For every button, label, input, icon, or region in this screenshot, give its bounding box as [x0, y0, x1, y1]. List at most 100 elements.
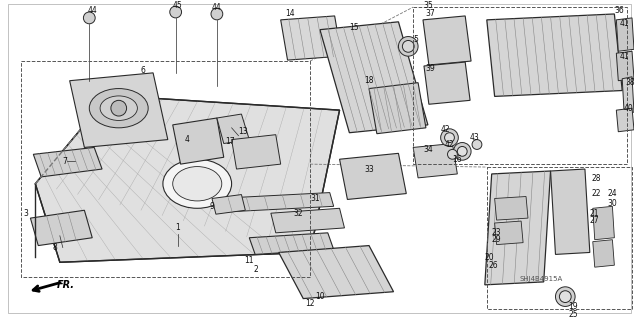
Text: 43: 43 [469, 133, 479, 142]
Circle shape [83, 12, 95, 24]
Text: 1: 1 [175, 223, 180, 233]
Text: 7: 7 [62, 157, 67, 166]
Circle shape [559, 291, 571, 302]
Text: 14: 14 [285, 10, 295, 19]
Polygon shape [593, 206, 614, 240]
Text: 23: 23 [492, 228, 501, 237]
Text: 20: 20 [485, 253, 495, 262]
Text: 44: 44 [212, 3, 221, 11]
Circle shape [458, 146, 467, 156]
Text: 28: 28 [592, 174, 602, 183]
Text: 38: 38 [625, 78, 635, 87]
Text: 44: 44 [88, 5, 97, 15]
Text: 13: 13 [239, 127, 248, 136]
Text: 22: 22 [592, 189, 602, 198]
Circle shape [445, 133, 454, 143]
Polygon shape [35, 95, 340, 262]
Text: 33: 33 [364, 165, 374, 174]
Bar [413, 7, 627, 164]
Text: 2: 2 [254, 265, 259, 274]
Polygon shape [550, 169, 590, 255]
Polygon shape [616, 51, 634, 81]
Text: 4: 4 [185, 135, 190, 144]
Polygon shape [281, 16, 342, 60]
Polygon shape [413, 144, 458, 178]
Bar [487, 167, 632, 309]
Polygon shape [485, 171, 550, 285]
Text: FR.: FR. [57, 280, 75, 290]
Text: 25: 25 [568, 310, 578, 319]
Text: 18: 18 [364, 76, 374, 85]
Text: 11: 11 [244, 256, 254, 265]
Text: 17: 17 [225, 137, 234, 146]
Circle shape [170, 6, 182, 18]
Text: 15: 15 [349, 23, 359, 32]
Circle shape [441, 129, 458, 146]
Text: 42: 42 [445, 140, 454, 149]
Circle shape [111, 100, 127, 116]
Polygon shape [33, 147, 102, 177]
Text: 42: 42 [441, 125, 451, 134]
Polygon shape [70, 73, 168, 147]
Text: 10: 10 [315, 292, 324, 301]
Text: 6: 6 [141, 66, 146, 75]
Text: 19: 19 [568, 302, 578, 311]
Polygon shape [616, 18, 634, 51]
Text: 40: 40 [623, 104, 633, 113]
Polygon shape [495, 197, 528, 220]
Polygon shape [249, 233, 333, 255]
Text: 41: 41 [620, 52, 629, 61]
Circle shape [556, 287, 575, 307]
Text: 8: 8 [52, 243, 58, 252]
Circle shape [447, 149, 458, 159]
Ellipse shape [163, 159, 232, 208]
Polygon shape [423, 16, 471, 65]
Polygon shape [31, 210, 92, 246]
Text: 26: 26 [489, 261, 499, 270]
Text: 12: 12 [305, 299, 315, 308]
Text: 9: 9 [209, 202, 214, 211]
Text: 36: 36 [614, 5, 624, 15]
Text: 39: 39 [425, 64, 435, 73]
Polygon shape [622, 77, 634, 114]
Text: 34: 34 [423, 145, 433, 154]
Polygon shape [173, 118, 224, 164]
Circle shape [211, 8, 223, 20]
Text: SHJ4B4915A: SHJ4B4915A [519, 276, 563, 282]
Text: 37: 37 [425, 10, 435, 19]
Text: 5: 5 [413, 35, 419, 44]
Text: 30: 30 [607, 199, 617, 208]
Text: 41: 41 [620, 19, 629, 28]
Text: 16: 16 [452, 155, 462, 164]
Text: 31: 31 [310, 194, 320, 203]
Polygon shape [217, 193, 333, 212]
Circle shape [403, 41, 414, 52]
Text: 3: 3 [23, 209, 28, 218]
Circle shape [472, 140, 482, 149]
Polygon shape [495, 221, 523, 245]
Polygon shape [212, 195, 245, 214]
Polygon shape [278, 246, 394, 299]
Text: 27: 27 [590, 216, 600, 225]
Polygon shape [593, 240, 614, 267]
Circle shape [453, 143, 471, 160]
Polygon shape [369, 83, 426, 134]
Polygon shape [217, 114, 249, 144]
Polygon shape [340, 153, 406, 199]
Text: 35: 35 [423, 1, 433, 10]
Polygon shape [616, 108, 634, 132]
Text: 21: 21 [590, 209, 600, 218]
Text: 45: 45 [173, 1, 182, 10]
Polygon shape [232, 135, 281, 169]
Ellipse shape [100, 96, 138, 121]
Polygon shape [320, 22, 428, 133]
Ellipse shape [173, 167, 222, 201]
Polygon shape [487, 14, 622, 96]
Ellipse shape [90, 89, 148, 128]
Polygon shape [424, 62, 470, 104]
Polygon shape [271, 208, 344, 233]
Text: 24: 24 [607, 189, 617, 198]
Text: 29: 29 [492, 235, 501, 244]
Text: 32: 32 [294, 209, 303, 218]
Circle shape [399, 37, 418, 56]
